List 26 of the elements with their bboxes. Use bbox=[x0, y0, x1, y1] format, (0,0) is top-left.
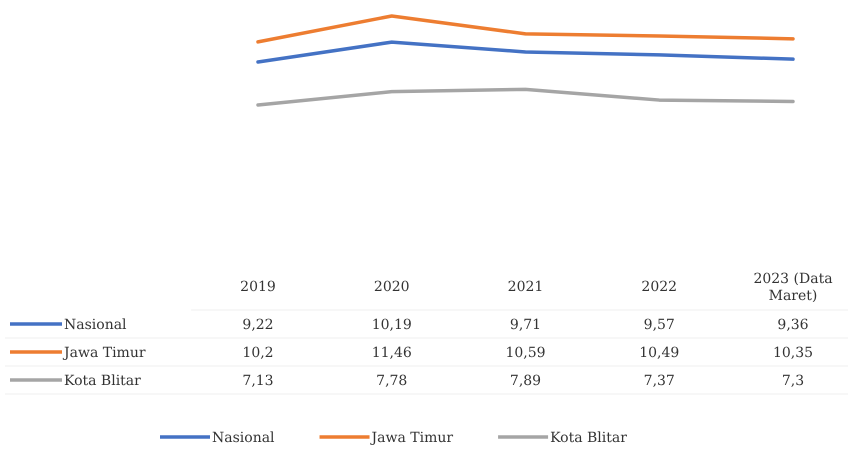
data-label: 10,2 bbox=[242, 345, 274, 361]
data-label: 7,78 bbox=[376, 373, 408, 389]
data-label: 9,36 bbox=[777, 317, 809, 333]
text: Nasional bbox=[212, 430, 275, 446]
data-label: 10,19 bbox=[372, 317, 412, 333]
data-label: 7,37 bbox=[644, 373, 675, 389]
data-label: 10,35 bbox=[772, 345, 814, 361]
data-label: 10,49 bbox=[639, 345, 680, 361]
x-tick-label: 2023 (Data Maret) bbox=[753, 271, 833, 304]
data-label: 9,71 bbox=[510, 317, 542, 333]
legend-label: Jawa Timur bbox=[62, 345, 146, 361]
data-label: 9,57 bbox=[644, 317, 675, 333]
data-label: 7,89 bbox=[510, 373, 542, 389]
text: Kota Blitar bbox=[550, 430, 627, 446]
x-tick-label: 2022 bbox=[641, 279, 678, 295]
legend-label: Kota Blitar bbox=[64, 373, 142, 389]
x-tick-label: 2020 bbox=[374, 279, 410, 295]
data-label: 11,46 bbox=[372, 345, 412, 361]
data-label: 10,59 bbox=[505, 345, 546, 361]
data-label: 9,22 bbox=[242, 317, 274, 333]
x-tick-label: 2019 bbox=[240, 279, 276, 295]
text: Jawa Timur bbox=[372, 430, 454, 446]
x-tick-label: 2021 bbox=[508, 279, 544, 295]
data-label: 7,13 bbox=[242, 373, 274, 389]
legend-label: Nasional bbox=[64, 317, 128, 333]
data-label: 7,3 bbox=[782, 373, 804, 389]
